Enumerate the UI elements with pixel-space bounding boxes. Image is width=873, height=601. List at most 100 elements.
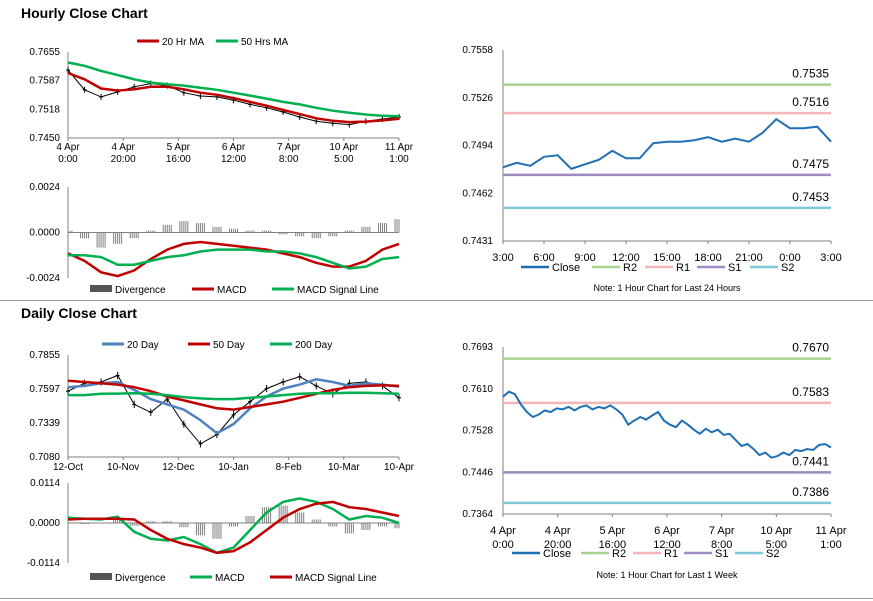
y-tick-label: 0.0114 [30,478,60,489]
x-tick-label: 8:00 [279,154,299,165]
x-tick-label: 20:00 [544,539,572,551]
x-tick-label: 10-Jan [218,462,249,473]
legend-label: R2 [623,262,637,274]
x-tick-label: 12:00 [612,252,640,264]
x-tick-label: 8:00 [711,539,732,551]
legend-label: S2 [766,548,779,560]
legend-label: Divergence [115,285,166,296]
y-tick-label: 0.7587 [29,76,60,87]
level-r1-label: 0.7583 [792,385,829,399]
y-tick-label: 0.7528 [462,426,493,437]
x-tick-label: 1:00 [820,539,841,551]
x-tick-label: 0:00 [492,539,513,551]
x-tick-label: 21:00 [735,252,763,264]
y-tick-label: 0.7339 [29,418,60,429]
x-tick-label: 4 Apr [56,142,80,153]
legend-label: Divergence [115,573,166,584]
x-tick-label: 12-Dec [162,462,194,473]
legend-label: 20 Day [127,340,159,351]
y-tick-label: -0.0024 [26,273,60,284]
x-tick-label: 16:00 [166,154,191,165]
x-tick-label: 11 Apr [816,525,847,537]
y-tick-label: 0.7364 [462,509,493,520]
x-tick-label: 6 Apr [222,142,246,153]
legend-label: R1 [676,262,690,274]
y-tick-label: 0.7693 [462,342,493,353]
x-tick-label: 8-Feb [276,462,303,473]
x-tick-label: 10 Apr [329,142,359,153]
level-s1-label: 0.7475 [792,157,829,171]
macd-line [67,497,400,555]
macd-signal-line-line [67,500,400,555]
legend-label: R2 [612,548,626,560]
x-tick-label: 11 Apr [385,142,414,153]
x-tick-label: 6 Apr [654,525,680,537]
section-divider [0,300,873,301]
y-tick-label: 0.7610 [462,384,493,395]
x-tick-label: 6:00 [533,252,554,264]
x-tick-label: 1:00 [389,154,409,165]
level-s2-label: 0.7386 [792,485,829,499]
legend-label: 20 Hr MA [162,37,205,48]
level-r1-label: 0.7516 [792,95,829,109]
close-line [502,117,832,170]
legend-label: S1 [715,548,728,560]
legend-swatch [90,573,112,580]
y-tick-label: 0.7431 [462,236,493,247]
level-s1-label: 0.7441 [792,454,829,468]
x-tick-label: 10-Apr [384,462,415,473]
x-tick-label: 20:00 [111,154,136,165]
chart-note: Note: 1 Hour Chart for Last 24 Hours [593,283,741,293]
x-tick-label: 12-Oct [53,462,83,473]
x-tick-label: 5 Apr [167,142,191,153]
macd-signal-line-line [68,248,400,270]
legend-label: R1 [664,548,678,560]
legend-label: 200 Day [295,340,332,351]
legend-label: Close [552,262,580,274]
legend-label: MACD Signal Line [297,285,379,296]
x-tick-label: 0:00 [779,252,800,264]
level-r2-label: 0.7535 [792,67,829,81]
legend-label: 50 Day [213,340,245,351]
legend-label: MACD Signal Line [295,573,377,584]
x-tick-label: 7 Apr [277,142,301,153]
x-tick-label: 4 Apr [111,142,135,153]
close-line [502,390,832,459]
y-tick-label: 0.7450 [29,133,60,144]
legend-swatch [90,285,112,292]
x-tick-label: 5:00 [766,539,787,551]
bottom-divider [0,598,873,599]
x-tick-label: 3:00 [820,252,841,264]
x-tick-label: 10-Nov [107,462,139,473]
200-day-line [68,391,400,401]
y-tick-label: 0.7494 [462,141,493,152]
50-hrs-ma-line [67,61,400,118]
x-tick-label: 0:00 [58,154,78,165]
x-tick-label: 3:00 [492,252,513,264]
legend-label: MACD [215,573,244,584]
legend-label: S1 [728,262,741,274]
legend-label: 50 Hrs MA [241,37,289,48]
x-tick-label: 5 Apr [599,525,625,537]
y-tick-label: -0.0114 [27,558,61,569]
20-hr-ma-line [67,71,400,124]
y-tick-label: 0.7446 [462,467,493,478]
y-tick-label: 0.0024 [29,182,60,193]
daily-section-title: Daily Close Chart [21,305,137,321]
chart-note: Note: 1 Hour Chart for Last 1 Week [597,570,738,580]
level-s2-label: 0.7453 [792,190,829,204]
x-tick-label: 15:00 [653,252,681,264]
x-tick-label: 10-Mar [328,462,360,473]
x-tick-label: 4 Apr [490,525,516,537]
y-tick-label: 0.7655 [29,47,60,58]
y-tick-label: 0.7597 [29,384,60,395]
y-tick-label: 0.7526 [462,93,493,104]
legend-label: Close [543,548,571,560]
x-tick-label: 10 Apr [760,525,792,537]
hourly-section-title: Hourly Close Chart [21,5,148,21]
y-tick-label: 0.7855 [29,350,60,361]
